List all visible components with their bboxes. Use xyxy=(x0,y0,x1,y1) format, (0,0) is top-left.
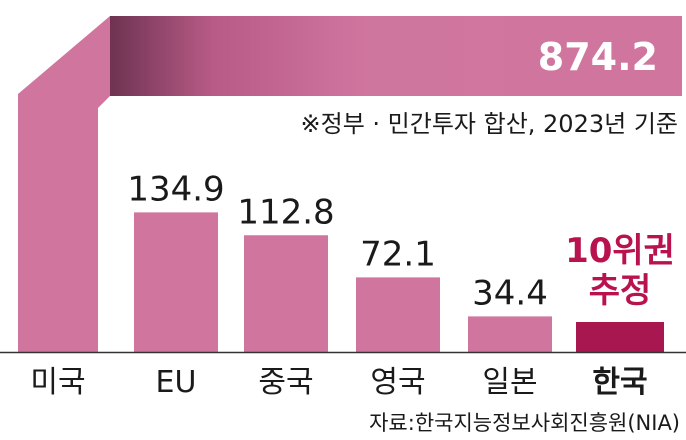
category-label-cat-4: 일본 xyxy=(482,365,537,400)
category-label-cat-1: EU xyxy=(156,365,197,400)
category-label-cat-3: 영국 xyxy=(370,365,425,400)
value-label-cat-2: 112.8 xyxy=(237,192,334,232)
bar-cat-0 xyxy=(18,16,110,352)
bar-cat-1 xyxy=(134,212,218,352)
value-label-cat-4: 34.4 xyxy=(472,273,548,313)
category-label-cat-2: 중국 xyxy=(258,365,313,400)
bar-cat-3 xyxy=(356,277,440,352)
source-note: 자료:한국지능정보사회진흥원(NIA) xyxy=(369,411,680,435)
bar-cat-0-top-band xyxy=(110,16,682,96)
category-label-cat-0: 미국 xyxy=(30,365,85,400)
bar-cat-2 xyxy=(244,235,328,352)
value-label-cat-0: 874.2 xyxy=(538,35,658,79)
category-label-cat-5: 한국 xyxy=(592,365,647,400)
bar-highlight-cat-5 xyxy=(576,322,664,352)
value-label-cat-5-line-0: 10위권 xyxy=(565,231,675,271)
value-label-cat-5-line-1: 추정 xyxy=(589,271,652,311)
chart-note: ※정부 · 민간투자 합산, 2023년 기준 xyxy=(301,110,678,138)
value-label-cat-1: 134.9 xyxy=(127,169,224,209)
bar-cat-4 xyxy=(468,316,552,352)
value-label-cat-3: 72.1 xyxy=(360,234,436,274)
